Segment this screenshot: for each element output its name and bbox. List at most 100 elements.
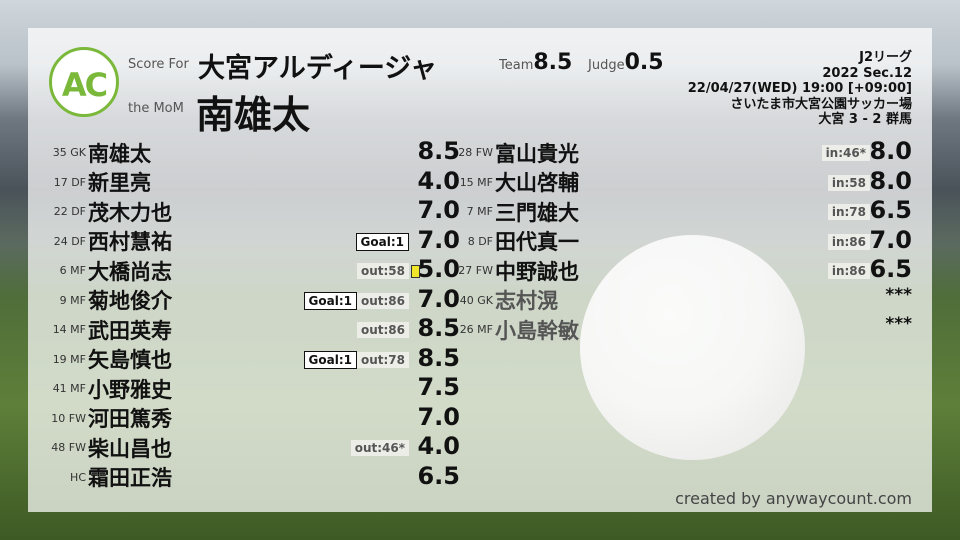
- datetime: 22/04/27(WED) 19:00 [+09:00]: [687, 81, 912, 96]
- player-row: 26 MF 小島幹敏: [437, 315, 579, 344]
- player-rating: 4.0: [417, 432, 460, 460]
- player-name: 新里亮: [88, 171, 151, 195]
- sub-badge: in:86: [827, 263, 870, 279]
- player-name: 大山啓輔: [495, 171, 579, 195]
- player-position: 8 DF: [467, 234, 493, 248]
- player-position: 41 MF: [52, 382, 86, 395]
- player-rating: 7.0: [417, 402, 460, 431]
- player-position: 48 FW: [51, 441, 86, 454]
- player-position: 7 MF: [466, 205, 493, 218]
- player-name: 柴山昌也: [88, 436, 172, 461]
- result: 大宮 3 - 2 群馬: [818, 112, 912, 127]
- player-position: 27 FW: [458, 264, 493, 277]
- player-rating: 7.5: [417, 373, 460, 401]
- player-row: 40 GK 志村滉: [437, 286, 558, 315]
- match-info: J2リーグ 2022 Sec.12 22/04/27(WED) 19:00 [+…: [688, 50, 912, 128]
- player-name: 南雄太: [88, 141, 151, 166]
- player-row: 8 DF 田代真一: [437, 227, 579, 256]
- player-row: 48 FW 柴山昌也: [30, 433, 172, 462]
- player-rating: ***: [885, 284, 912, 305]
- score-for-label: Score For: [128, 57, 189, 72]
- yellow-card-icon: [411, 265, 420, 278]
- team-score: Team8.5: [499, 50, 572, 75]
- player-name: 三門雄大: [495, 200, 579, 225]
- player-position: 24 DF: [53, 234, 86, 248]
- judge-score-label: Judge: [588, 58, 625, 73]
- player-position: 22 DF: [53, 205, 86, 218]
- player-rating: ***: [885, 314, 912, 334]
- player-name: 武田英寿: [88, 318, 172, 343]
- the-mom-label: the MoM: [128, 101, 184, 116]
- player-name: 富山貴光: [495, 141, 579, 166]
- goal-badge: Goal:1: [355, 232, 409, 251]
- anywaycount-logo: AC: [49, 47, 119, 117]
- player-row: 17 DF 新里亮: [30, 168, 151, 197]
- player-position: 6 MF: [59, 264, 86, 277]
- judge-score: Judge0.5: [588, 50, 664, 75]
- player-name: 小島幹敏: [495, 318, 579, 343]
- mom-name: 南雄太: [196, 93, 311, 137]
- player-rating: 8.0: [869, 137, 912, 165]
- player-rating: 8.5: [417, 314, 460, 342]
- player-row: 9 MF 菊地俊介: [30, 286, 172, 315]
- sub-badge: in:78: [827, 204, 870, 220]
- player-position: 40 GK: [459, 293, 493, 307]
- team-score-value: 8.5: [533, 50, 573, 75]
- player-name: 田代真一: [495, 230, 579, 254]
- team-score-label: Team: [499, 58, 534, 73]
- player-row: 6 MF 大橋尚志: [30, 256, 172, 285]
- player-name: 菊地俊介: [88, 289, 172, 313]
- player-row: 22 DF 茂木力也: [30, 197, 172, 226]
- player-row: 10 FW 河田篤秀: [30, 404, 172, 433]
- credit: created by anywaycount.com: [675, 489, 912, 508]
- player-row: 35 GK 南雄太: [30, 138, 151, 167]
- player-position: 15 MF: [459, 175, 493, 189]
- sub-badge: out:78: [356, 351, 409, 368]
- league: J2リーグ: [859, 50, 912, 65]
- judge-score-value: 0.5: [624, 50, 664, 75]
- player-rating: 6.5: [869, 196, 912, 224]
- player-name: 小野雅史: [88, 377, 172, 402]
- player-position: 10 FW: [51, 411, 86, 425]
- player-position: 28 FW: [458, 146, 493, 159]
- player-row: 28 FW 富山貴光: [437, 138, 579, 167]
- player-name: 西村慧祐: [88, 230, 172, 254]
- player-position: 26 MF: [459, 323, 493, 336]
- player-rating: 7.0: [417, 196, 460, 224]
- sub-badge: in:58: [827, 174, 870, 191]
- player-rating: 7.0: [417, 284, 460, 313]
- sub-badge: out:46*: [350, 440, 409, 456]
- sub-badge: in:46*: [821, 145, 870, 161]
- player-row: 24 DF 西村慧祐: [30, 227, 172, 256]
- player-rating: 6.5: [869, 255, 912, 283]
- player-position: 35 GK: [52, 146, 86, 159]
- player-position: 9 MF: [59, 293, 86, 307]
- player-rating: 7.0: [869, 225, 912, 254]
- player-name: 霜田正浩: [88, 466, 172, 490]
- player-position: HC: [70, 470, 86, 484]
- sub-badge: in:86: [827, 233, 870, 250]
- team-name: 大宮アルディージャ: [198, 53, 437, 84]
- player-name: 志村滉: [495, 289, 558, 313]
- player-row: 14 MF 武田英寿: [30, 315, 172, 344]
- sub-badge: out:86: [356, 322, 409, 338]
- player-rating: 6.5: [417, 461, 460, 490]
- venue: さいたま市大宮公園サッカー場: [730, 96, 912, 112]
- player-name: 茂木力也: [88, 200, 172, 225]
- player-name: 大橋尚志: [88, 259, 172, 284]
- rating-panel: [28, 28, 932, 512]
- player-position: 19 MF: [52, 352, 86, 366]
- player-rating: 8.5: [417, 137, 460, 165]
- player-rating: 4.0: [417, 166, 460, 195]
- player-rating: 7.0: [417, 225, 460, 254]
- player-name: 河田篤秀: [88, 407, 172, 431]
- sub-badge: out:58: [356, 263, 409, 279]
- player-row: 19 MF 矢島慎也: [30, 345, 172, 374]
- sub-badge: out:86: [356, 292, 409, 309]
- player-rating: 8.5: [417, 343, 460, 372]
- section: 2022 Sec.12: [822, 65, 912, 81]
- player-row: HC 霜田正浩: [30, 463, 172, 492]
- player-name: 矢島慎也: [88, 348, 172, 372]
- player-row: 27 FW 中野誠也: [437, 256, 579, 285]
- goal-badge: Goal:1: [303, 291, 357, 310]
